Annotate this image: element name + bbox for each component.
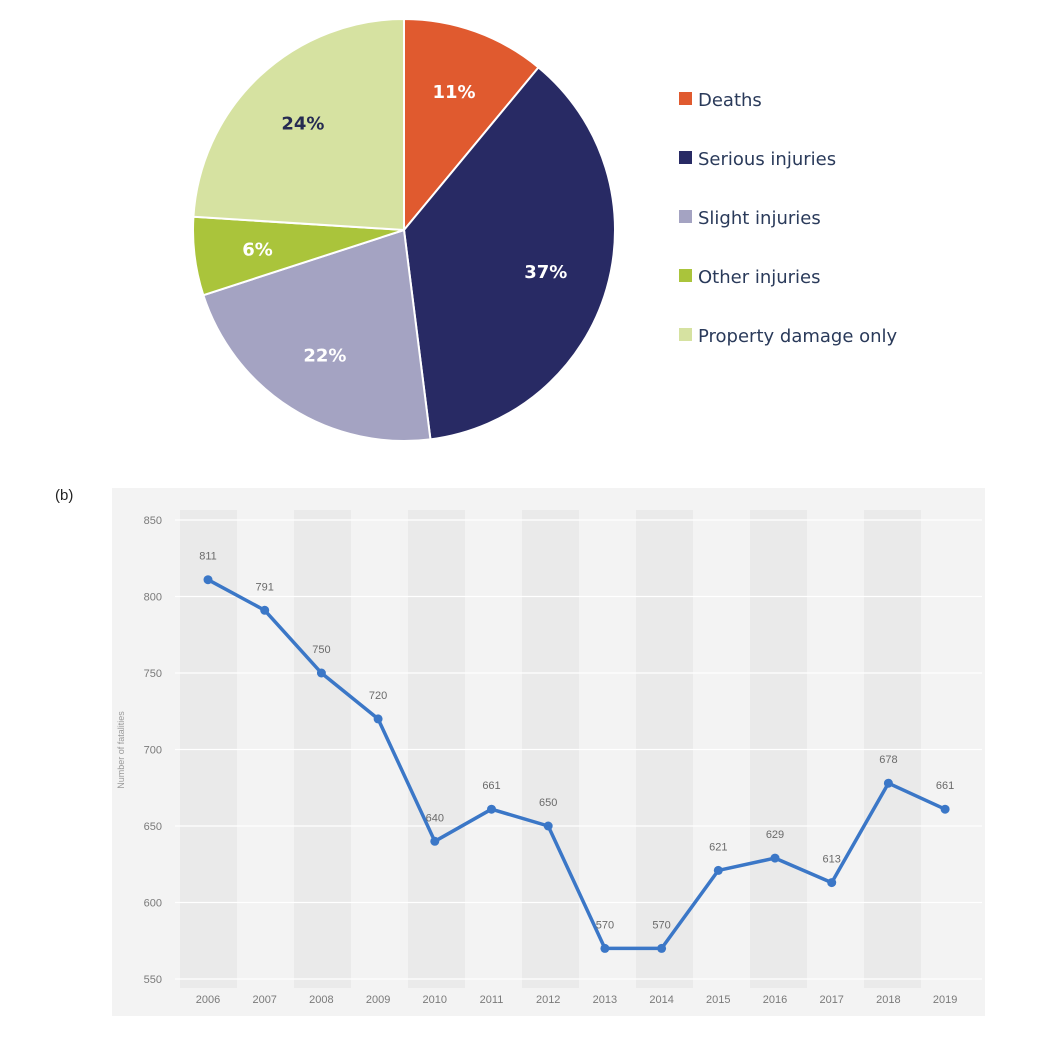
legend-swatch-deaths [679,92,692,105]
x-tick-label: 2007 [252,994,276,1006]
data-point-2008 [316,668,326,678]
y-tick-label: 700 [144,745,162,757]
x-tick-label: 2017 [819,994,843,1006]
pie-slice-property-damage-only [192,17,405,232]
y-tick-label: 750 [144,668,162,680]
y-tick-label: 600 [144,898,162,910]
x-tick-label: 2019 [933,994,957,1006]
pie-slice-label-serious-injuries: 37% [524,262,567,283]
y-axis-title: Number of fatalities [116,711,126,789]
x-tick-label: 2011 [480,994,504,1006]
data-label-2006: 811 [199,551,217,563]
x-tick-label: 2006 [196,994,220,1006]
pie-legend: Deaths Serious injuries Slight injuries Oth… [679,90,898,347]
data-point-2009 [373,714,383,724]
y-tick-label: 800 [144,592,162,604]
panel-label-b: (b) [55,487,73,504]
y-tick-label: 650 [144,821,162,833]
data-point-2013 [600,943,610,953]
x-tick-label: 2008 [309,994,333,1006]
pie-slice-serious-injuries [402,66,616,441]
pie-slice-label-other-injuries: 6% [242,240,273,261]
pie-slice-label-deaths: 11% [432,82,475,103]
x-tick-label: 2013 [593,994,617,1006]
data-label-2007: 791 [256,581,274,593]
data-point-2010 [430,836,440,846]
pie-slice-label-property-damage-only: 24% [281,113,324,134]
y-tick-label: 850 [144,515,162,527]
data-label-2013: 570 [596,919,614,931]
data-label-2010: 640 [426,812,444,824]
pie-slice-deaths [403,17,540,233]
data-point-2006 [203,575,213,585]
legend-swatch-slight-injuries [679,210,692,223]
pie-chart: 11% 37% 22% 6% 24% [192,17,616,442]
line-chart: (b) 550 600 650 700 750 800 850 2006 2007 2008 2009… [55,487,985,1016]
data-label-2019: 661 [936,780,954,792]
legend-swatch-other-injuries [679,269,692,282]
data-point-2018 [883,778,893,788]
x-tick-label: 2012 [536,994,560,1006]
data-point-2019 [940,804,950,814]
data-label-2012: 650 [539,797,557,809]
data-label-2014: 570 [652,919,670,931]
data-point-2016 [770,853,780,863]
legend-label-serious-injuries: Serious injuries [698,149,836,170]
x-tick-label: 2014 [649,994,673,1006]
x-tick-label: 2016 [763,994,787,1006]
data-label-2008: 750 [312,644,330,656]
data-label-2016: 629 [766,829,784,841]
pie-slice-slight-injuries [202,228,432,442]
data-point-2011 [487,804,496,814]
data-point-2014 [657,943,667,953]
x-tick-label: 2009 [366,994,390,1006]
legend-swatch-property-damage-only [679,328,692,341]
legend-label-slight-injuries: Slight injuries [698,208,821,229]
legend-swatch-serious-injuries [679,151,692,164]
x-tick-label: 2018 [876,994,900,1006]
data-label-2015: 621 [709,841,727,853]
x-tick-label: 2010 [423,994,447,1006]
x-tick-label: 2015 [706,994,730,1006]
data-label-2018: 678 [879,754,897,766]
data-label-2009: 720 [369,690,387,702]
data-label-2017: 613 [823,854,841,866]
pie-slice-label-slight-injuries: 22% [303,346,346,367]
data-label-2011: 661 [482,780,500,792]
series-line [206,577,947,951]
legend-label-deaths: Deaths [698,90,762,111]
data-point-2012 [543,821,553,831]
legend-label-property-damage-only: Property damage only [698,326,898,347]
y-tick-label: 550 [144,974,162,986]
data-point-2015 [713,865,723,875]
legend-label-other-injuries: Other injuries [698,267,821,288]
data-point-2017 [827,878,837,888]
data-point-2007 [260,605,270,615]
